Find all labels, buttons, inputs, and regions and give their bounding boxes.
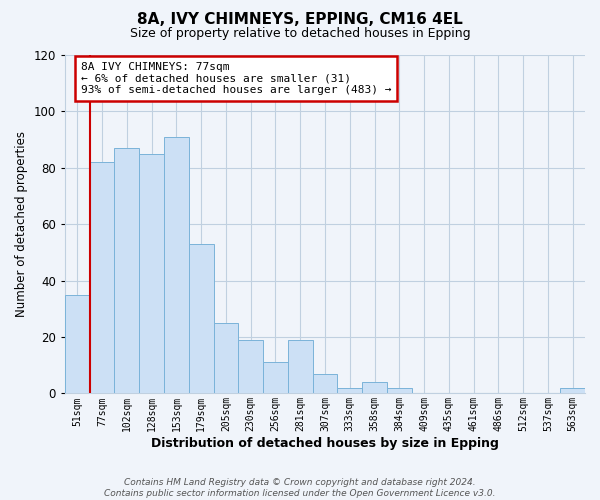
Bar	[65, 294, 90, 394]
Bar	[313, 374, 337, 394]
Bar	[214, 323, 238, 394]
Text: Contains HM Land Registry data © Crown copyright and database right 2024.
Contai: Contains HM Land Registry data © Crown c…	[104, 478, 496, 498]
Bar	[238, 340, 263, 394]
Bar	[288, 340, 313, 394]
Bar	[560, 388, 585, 394]
Bar	[90, 162, 115, 394]
Bar	[189, 244, 214, 394]
Bar	[362, 382, 387, 394]
Bar	[139, 154, 164, 394]
Text: Size of property relative to detached houses in Epping: Size of property relative to detached ho…	[130, 28, 470, 40]
Text: 8A, IVY CHIMNEYS, EPPING, CM16 4EL: 8A, IVY CHIMNEYS, EPPING, CM16 4EL	[137, 12, 463, 28]
X-axis label: Distribution of detached houses by size in Epping: Distribution of detached houses by size …	[151, 437, 499, 450]
Bar	[115, 148, 139, 394]
Text: 8A IVY CHIMNEYS: 77sqm
← 6% of detached houses are smaller (31)
93% of semi-deta: 8A IVY CHIMNEYS: 77sqm ← 6% of detached …	[80, 62, 391, 95]
Bar	[263, 362, 288, 394]
Bar	[164, 137, 189, 394]
Bar	[387, 388, 412, 394]
Bar	[337, 388, 362, 394]
Y-axis label: Number of detached properties: Number of detached properties	[15, 131, 28, 317]
